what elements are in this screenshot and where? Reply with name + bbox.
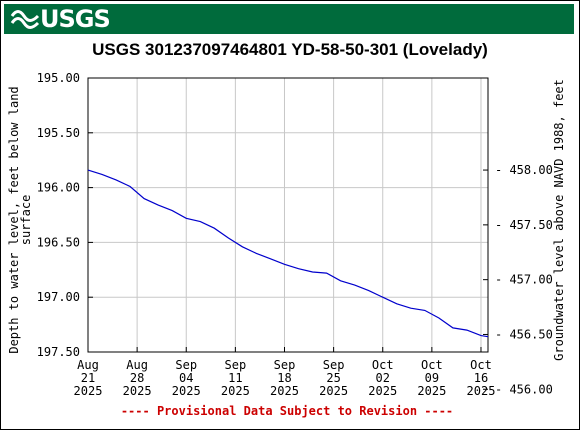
x-tick-label: Sep <box>225 358 247 372</box>
y-tick-label: 195.00 <box>37 71 80 85</box>
x-tick-label: 2025 <box>172 384 201 398</box>
usgs-banner: USGS <box>4 4 574 34</box>
y2-tick-label: - 456.50 <box>495 327 553 341</box>
y2-tick-label: - 457.00 <box>495 273 553 287</box>
y2-tick-label: - 457.50 <box>495 218 553 232</box>
x-tick-label: 11 <box>228 371 242 385</box>
x-tick-label: 2025 <box>417 384 446 398</box>
x-tick-label: 2025 <box>467 384 496 398</box>
x-tick-label: 2025 <box>368 384 397 398</box>
x-tick-label: 28 <box>130 371 144 385</box>
y-tick-label: 196.00 <box>37 181 80 195</box>
grid-lines <box>87 77 488 353</box>
y-axis-label-line1: Depth to water level, feet below land <box>7 86 21 353</box>
y-axis-ticks: 195.00 195.50 196.00 196.50 197.00 197.50 <box>37 71 93 359</box>
x-tick-label: 04 <box>179 371 193 385</box>
x-tick-label: 2025 <box>123 384 152 398</box>
provisional-note: ---- Provisional Data Subject to Revisio… <box>121 404 453 418</box>
x-tick-label: Oct <box>470 358 492 372</box>
x-tick-label: Sep <box>323 358 345 372</box>
x-tick-label: 2025 <box>270 384 299 398</box>
x-tick-label: 2025 <box>74 384 103 398</box>
y-tick-label: 195.50 <box>37 126 80 140</box>
x-tick-label: 02 <box>376 371 390 385</box>
x-tick-label: 16 <box>474 371 488 385</box>
x-tick-label: 25 <box>326 371 340 385</box>
x-tick-label: Oct <box>372 358 394 372</box>
y-tick-label: 197.50 <box>37 345 80 359</box>
x-tick-label: Sep <box>175 358 197 372</box>
plot-area-border <box>87 77 489 353</box>
x-tick-label: 09 <box>425 371 439 385</box>
x-tick-label: 21 <box>81 371 95 385</box>
y2-axis-label: Groundwater level above NAVD 1988, feet <box>552 79 566 361</box>
y2-tick-label: - 456.00 <box>495 382 553 396</box>
usgs-logo[interactable]: USGS <box>10 5 111 33</box>
y-tick-label: 196.50 <box>37 235 80 249</box>
x-tick-label: Sep <box>274 358 296 372</box>
x-tick-label: Aug <box>126 358 148 372</box>
usgs-logo-text: USGS <box>40 5 111 33</box>
chart-title: USGS 301237097464801 YD-58-50-301 (Lovel… <box>92 40 488 59</box>
series-line <box>87 169 489 338</box>
y2-axis-ticks: - 458.00 - 457.50 - 457.00 - 456.50 - 456.00 <box>483 163 553 396</box>
y-tick-label: 197.00 <box>37 290 80 304</box>
usgs-wave-icon <box>10 10 40 29</box>
x-tick-label: 2025 <box>319 384 348 398</box>
x-tick-label: 2025 <box>221 384 250 398</box>
x-tick-label: Oct <box>421 358 443 372</box>
x-tick-label: Aug <box>77 358 99 372</box>
y2-tick-label: - 458.00 <box>495 163 553 177</box>
y-axis-label-line2: surface <box>19 195 33 246</box>
x-axis-ticks: Aug212025Aug282025Sep042025Sep112025Sep1… <box>74 347 496 398</box>
x-tick-label: 18 <box>277 371 291 385</box>
